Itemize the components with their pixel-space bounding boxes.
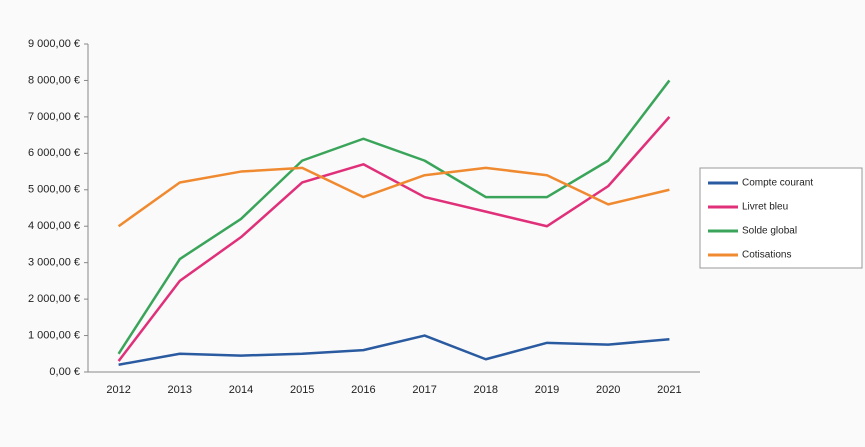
y-tick-label: 3 000,00 € xyxy=(28,257,80,269)
series-line xyxy=(117,116,671,362)
x-tick-label: 2015 xyxy=(290,384,314,396)
y-tick-label: 0,00 € xyxy=(49,366,80,378)
legend-label: Cotisations xyxy=(742,250,791,261)
legend-label: Solde global xyxy=(742,226,797,237)
x-tick-label: 2021 xyxy=(657,384,681,396)
x-tick-label: 2017 xyxy=(412,384,436,396)
legend-box xyxy=(699,167,863,269)
x-tick-label: 2016 xyxy=(351,384,375,396)
y-tick-label: 1 000,00 € xyxy=(28,329,80,341)
legend-label: Livret bleu xyxy=(742,202,788,213)
y-tick-label: 5 000,00 € xyxy=(28,184,80,196)
y-tick-label: 7 000,00 € xyxy=(28,111,80,123)
y-tick-label: 4 000,00 € xyxy=(28,220,80,232)
x-tick-label: 2013 xyxy=(168,384,192,396)
x-tick-label: 2019 xyxy=(535,384,559,396)
series-line xyxy=(117,166,670,228)
series-line xyxy=(118,334,670,366)
y-tick-label: 6 000,00 € xyxy=(28,147,80,159)
y-tick-label: 9 000,00 € xyxy=(28,38,80,50)
y-tick-label: 2 000,00 € xyxy=(28,293,80,305)
x-tick-label: 2018 xyxy=(474,384,498,396)
y-tick-label: 8 000,00 € xyxy=(28,74,80,86)
series-line xyxy=(117,79,671,355)
x-tick-label: 2012 xyxy=(106,384,130,396)
legend-label: Compte courant xyxy=(742,178,813,189)
x-tick-label: 2020 xyxy=(596,384,620,396)
x-tick-label: 2014 xyxy=(229,384,253,396)
